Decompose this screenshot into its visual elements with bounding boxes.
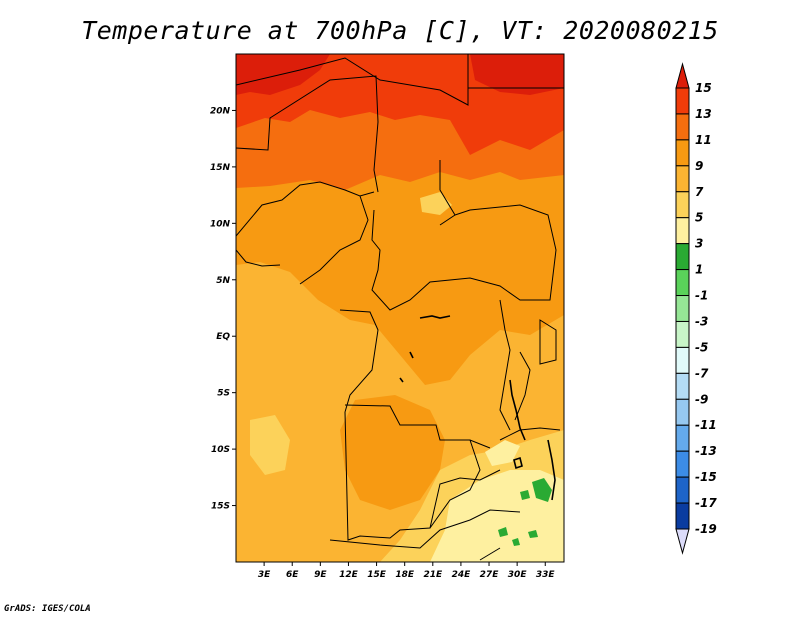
colorbar-swatch xyxy=(675,346,690,374)
colorbar: 15 13 11 9 7 5 3 1 -1 -3 -5 -7 -9 -11 -13 -15 -17 -19 xyxy=(675,62,717,555)
colorbar-swatch xyxy=(675,295,690,322)
colorbar-top-arrow xyxy=(675,62,690,89)
grads-credit: GrADS: IGES/COLA xyxy=(4,604,91,614)
lon-tick-label: 24E xyxy=(452,570,472,580)
colorbar-swatch xyxy=(675,217,690,245)
lat-tick-label: 15N xyxy=(210,163,231,173)
lon-tick-label: 30E xyxy=(508,570,528,580)
field-zone-5-7-west xyxy=(250,415,290,475)
colorbar-swatch xyxy=(675,372,690,400)
colorbar-swatch xyxy=(675,139,690,167)
colorbar-swatch xyxy=(675,165,690,193)
lat-tick-label: 5S xyxy=(217,389,230,399)
colorbar-label: -7 xyxy=(695,366,709,380)
lat-tick-label: 10S xyxy=(211,445,230,455)
lon-tick-label: 9E xyxy=(314,570,327,580)
field-zone-3-5-b xyxy=(485,440,520,466)
colorbar-swatch xyxy=(675,191,690,219)
field-zone-1-3-c xyxy=(498,527,538,546)
field-zone-1-3-b xyxy=(520,490,530,500)
colorbar-swatch xyxy=(675,398,690,426)
colorbar-label: 15 xyxy=(695,81,712,95)
colorbar-swatch xyxy=(675,502,690,530)
colorbar-label: -1 xyxy=(695,289,708,303)
colorbar-swatch xyxy=(675,87,690,115)
colorbar-swatch xyxy=(675,424,690,452)
field-zone-9-11 xyxy=(236,160,564,385)
colorbar-label: -13 xyxy=(695,444,717,458)
colorbar-swatch xyxy=(675,450,690,478)
colorbar-label: -15 xyxy=(695,470,717,484)
colorbar-label: -5 xyxy=(695,340,708,354)
field-zone-1-3-a xyxy=(532,478,552,502)
lon-tick-label: 33E xyxy=(536,570,556,580)
colorbar-swatch xyxy=(675,476,690,504)
lon-tick-label: 6E xyxy=(286,570,299,580)
field-zone-5-7-north xyxy=(420,192,452,215)
lat-tick-label: 5N xyxy=(216,276,230,286)
colorbar-label: 7 xyxy=(695,185,704,199)
colorbar-swatch xyxy=(675,113,690,141)
field-zone-above-15-nw xyxy=(236,54,330,95)
map-frame xyxy=(235,53,565,563)
colorbar-label: -17 xyxy=(695,496,717,510)
colorbar-label: 3 xyxy=(695,237,703,251)
temperature-field xyxy=(236,54,564,562)
colorbar-label: 11 xyxy=(695,133,712,147)
lat-tick-label: 10N xyxy=(210,219,231,229)
lon-tick-label: 12E xyxy=(339,570,359,580)
colorbar-label: -19 xyxy=(695,522,717,536)
lon-tick-label: 18E xyxy=(395,570,415,580)
field-zone-above-15-ne xyxy=(470,54,564,95)
lon-tick-label: 3E xyxy=(258,570,271,580)
colorbar-label: -11 xyxy=(695,418,717,432)
colorbar-swatch xyxy=(675,269,690,297)
lat-tick-label: EQ xyxy=(216,332,230,342)
colorbar-label: 13 xyxy=(695,107,712,121)
colorbar-bottom-arrow xyxy=(675,528,690,555)
colorbar-swatch xyxy=(675,243,690,271)
lon-tick-label: 15E xyxy=(367,570,387,580)
colorbar-label: -3 xyxy=(695,314,708,328)
lon-tick-label: 27E xyxy=(480,570,500,580)
country-borders xyxy=(236,54,564,561)
lakes xyxy=(399,315,556,501)
field-zone-9-11-south xyxy=(340,395,445,510)
longitude-axis: 3E 6E 9E 12E 15E 18E 21E 24E 27E 30E 33E xyxy=(258,562,556,580)
colorbar-label: 1 xyxy=(695,263,703,277)
colorbar-label: 9 xyxy=(695,159,703,173)
lat-tick-label: 20N xyxy=(210,106,231,116)
chart-title: Temperature at 700hPa [C], VT: 202008021… xyxy=(81,16,719,45)
colorbar-label: -9 xyxy=(695,392,708,406)
lat-tick-label: 15S xyxy=(211,502,230,512)
colorbar-swatch xyxy=(675,320,690,348)
lon-tick-label: 21E xyxy=(423,570,443,580)
latitude-axis: 20N 15N 10N 5N EQ 5S 10S 15S xyxy=(210,106,236,512)
colorbar-label: 5 xyxy=(695,211,703,225)
